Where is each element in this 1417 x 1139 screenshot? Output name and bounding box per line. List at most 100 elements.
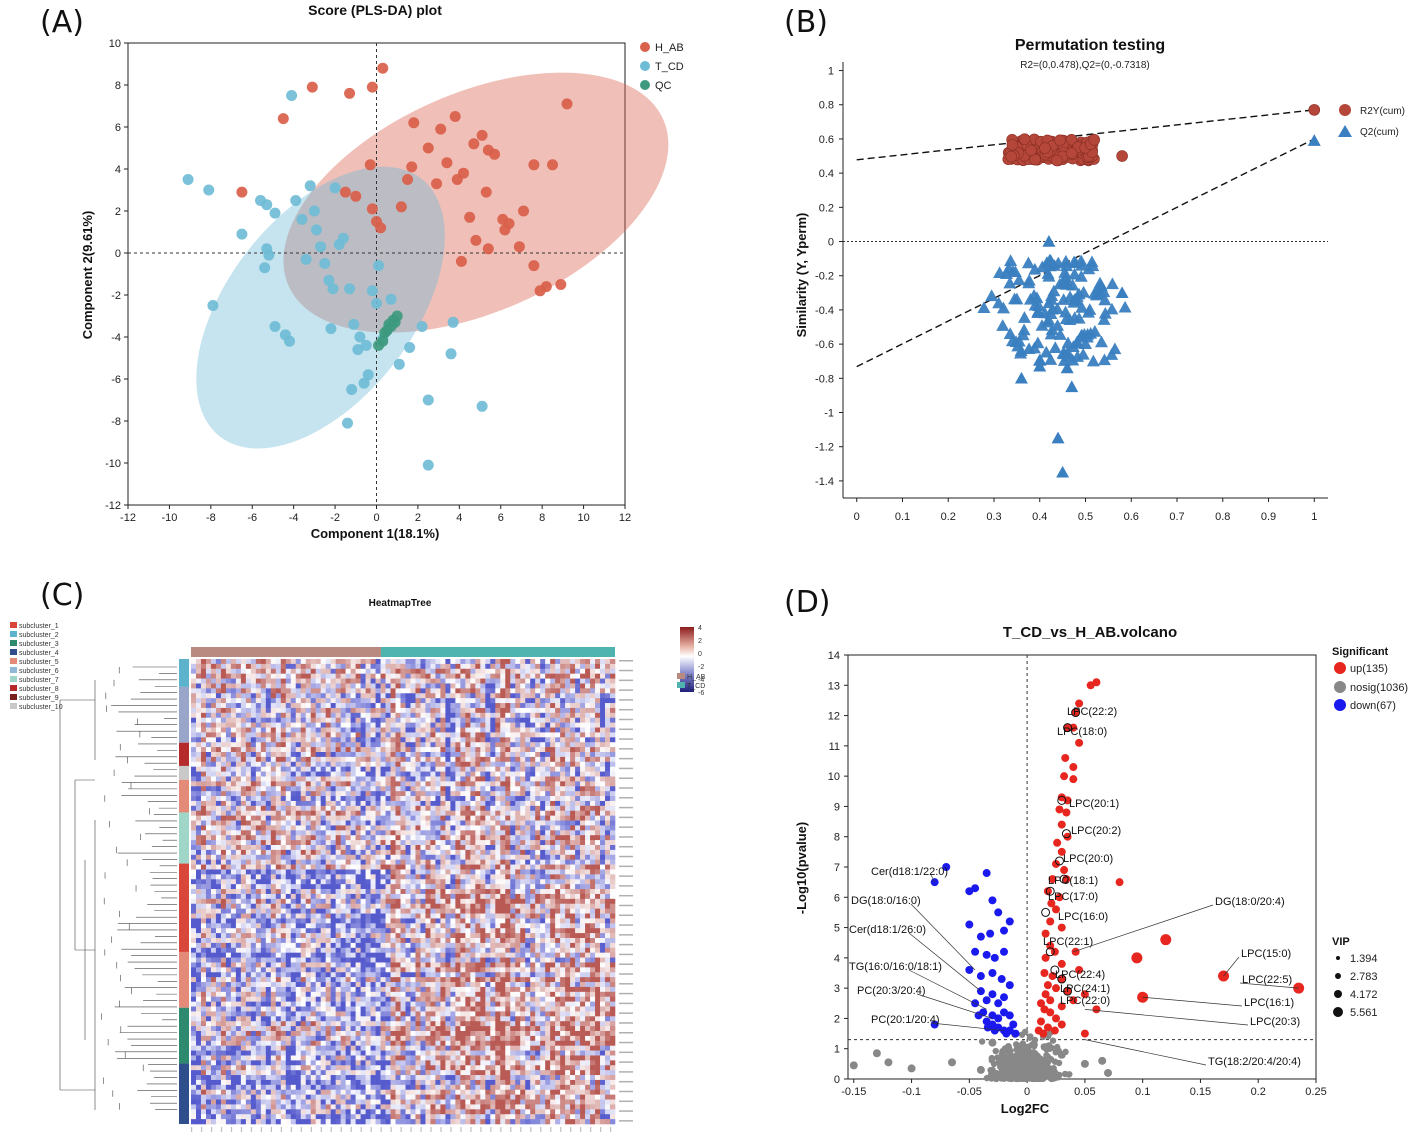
heatmap-cell <box>360 796 366 802</box>
point-q2 <box>985 289 999 302</box>
heatmap-cell <box>590 835 596 841</box>
heatmap-cell <box>425 874 431 880</box>
heatmap-cell <box>305 884 312 890</box>
heatmap-cell <box>510 659 516 665</box>
heatmap-cell <box>545 737 551 743</box>
heatmap-cell <box>590 742 596 748</box>
heatmap-cell <box>540 864 546 870</box>
point-q2 <box>1066 278 1080 291</box>
heatmap-cell <box>470 893 476 900</box>
heatmap-cell <box>345 869 351 875</box>
heatmap-cell <box>215 864 222 870</box>
heatmap-cell <box>595 663 601 670</box>
heatmap-cell <box>525 663 531 670</box>
heatmap-cell <box>365 776 371 782</box>
heatmap-cell <box>550 835 556 841</box>
heatmap-cell <box>390 771 396 777</box>
heatmap-cell <box>395 771 401 777</box>
heatmap-cell <box>500 781 506 787</box>
heatmap-cell <box>400 864 406 870</box>
heatmap-cell <box>400 688 406 694</box>
heatmap-cell <box>485 752 491 758</box>
heatmap-cell <box>550 678 556 684</box>
heatmap-cell <box>195 683 202 689</box>
heatmap-cell <box>555 864 561 870</box>
heatmap-cell <box>420 879 426 885</box>
heatmap-cell <box>475 796 481 802</box>
heatmap-cell <box>210 781 217 787</box>
heatmap-cell <box>260 840 267 846</box>
heatmap-cell <box>210 791 217 797</box>
heatmap-cell <box>485 766 491 772</box>
heatmap-cell <box>530 869 536 875</box>
heatmap-cell <box>430 825 436 831</box>
heatmap-cell <box>500 737 506 743</box>
heatmap-cell <box>330 869 336 875</box>
heatmap-cell <box>210 800 217 807</box>
heatmap-cell <box>240 673 247 679</box>
heatmap-cell <box>580 776 586 782</box>
heatmap-cell <box>260 756 267 763</box>
heatmap-cell <box>320 805 326 812</box>
heatmap-cell <box>345 732 351 738</box>
heatmap-cell <box>305 893 312 900</box>
heatmap-cell <box>480 668 486 674</box>
heatmap-cell <box>580 727 586 733</box>
heatmap-cell <box>550 791 556 797</box>
heatmap-cell <box>600 800 606 807</box>
heatmap-cell <box>515 776 521 782</box>
heatmap-cell <box>310 903 317 909</box>
heatmap-cell <box>250 712 257 719</box>
heatmap-cell <box>600 786 606 792</box>
heatmap-cell <box>520 761 526 767</box>
heatmap-cell <box>260 835 267 841</box>
heatmap-cell <box>490 722 496 728</box>
heatmap-cell <box>585 761 591 767</box>
heatmap-cell <box>545 903 551 909</box>
heatmap-cell <box>370 908 376 914</box>
point-h-ab <box>528 260 540 272</box>
heatmap-cell <box>290 683 297 689</box>
heatmap-cell <box>385 796 391 802</box>
heatmap-cell <box>191 840 197 846</box>
heatmap-cell <box>220 854 227 860</box>
subcluster-swatch <box>10 703 17 709</box>
heatmap-cell <box>205 898 212 905</box>
heatmap-cell <box>450 771 456 777</box>
heatmap-cell <box>485 786 491 792</box>
heatmap-cell <box>455 727 461 733</box>
panel-a-plot-area: -12 -10 -8 -6 -4 -2 0 2 4 6 8 10 12-12-10-8-6-4-2024… <box>105 38 669 524</box>
heatmap-cell <box>510 835 516 841</box>
heatmap-cell <box>500 668 506 674</box>
heatmap-cell <box>510 805 516 812</box>
heatmap-cell <box>390 805 396 812</box>
heatmap-cell <box>575 879 581 885</box>
heatmap-cell <box>445 884 451 890</box>
heatmap-cell <box>390 835 396 841</box>
heatmap-cell <box>350 727 356 733</box>
heatmap-cell <box>610 879 616 885</box>
heatmap-cell <box>560 889 566 895</box>
heatmap-cell <box>565 879 571 885</box>
heatmap-cell <box>480 849 486 856</box>
heatmap-cell <box>270 703 277 709</box>
heatmap-cell <box>400 898 406 905</box>
heatmap-cell <box>585 830 591 836</box>
heatmap-cell <box>465 776 471 782</box>
heatmap-cell <box>410 815 416 821</box>
heatmap-cell <box>475 722 481 728</box>
heatmap-cell <box>415 805 421 812</box>
heatmap-cell <box>225 683 232 689</box>
heatmap-cell <box>275 761 282 767</box>
heatmap-cell <box>320 898 326 905</box>
heatmap-cell <box>435 747 441 753</box>
heatmap-cell <box>260 776 267 782</box>
heatmap-cell <box>280 683 287 689</box>
heatmap-cell <box>490 727 496 733</box>
heatmap-cell <box>475 742 481 748</box>
point-q2 <box>1098 306 1112 319</box>
heatmap-cell <box>435 698 441 704</box>
heatmap-cell <box>415 864 421 870</box>
heatmap-cell <box>360 889 366 895</box>
heatmap-cell <box>445 712 451 719</box>
